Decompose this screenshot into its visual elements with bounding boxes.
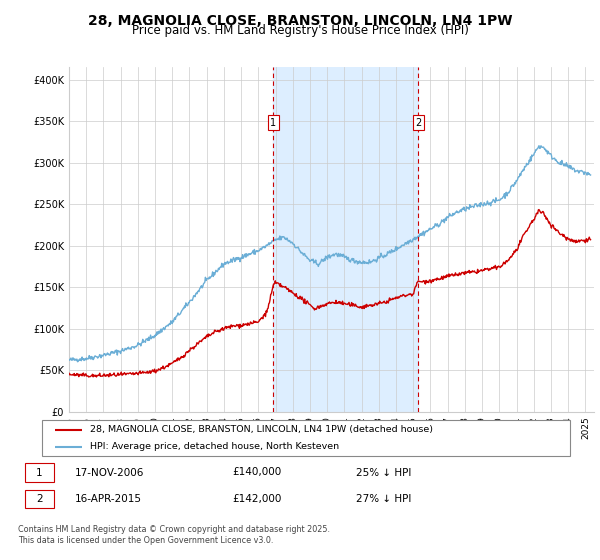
Text: 2: 2 bbox=[415, 118, 421, 128]
Bar bbox=[25, 463, 54, 482]
Text: 28, MAGNOLIA CLOSE, BRANSTON, LINCOLN, LN4 1PW (detached house): 28, MAGNOLIA CLOSE, BRANSTON, LINCOLN, L… bbox=[89, 426, 433, 435]
Text: 2: 2 bbox=[36, 494, 43, 504]
Text: Contains HM Land Registry data © Crown copyright and database right 2025.
This d: Contains HM Land Registry data © Crown c… bbox=[18, 525, 330, 545]
Text: 28, MAGNOLIA CLOSE, BRANSTON, LINCOLN, LN4 1PW: 28, MAGNOLIA CLOSE, BRANSTON, LINCOLN, L… bbox=[88, 14, 512, 28]
Bar bbox=[274, 67, 418, 412]
Bar bbox=[25, 490, 54, 508]
Text: £142,000: £142,000 bbox=[232, 494, 281, 504]
Text: HPI: Average price, detached house, North Kesteven: HPI: Average price, detached house, Nort… bbox=[89, 442, 338, 451]
Text: £140,000: £140,000 bbox=[232, 468, 281, 478]
Text: 1: 1 bbox=[271, 118, 277, 128]
Text: 27% ↓ HPI: 27% ↓ HPI bbox=[356, 494, 412, 504]
Text: Price paid vs. HM Land Registry's House Price Index (HPI): Price paid vs. HM Land Registry's House … bbox=[131, 24, 469, 37]
Text: 17-NOV-2006: 17-NOV-2006 bbox=[74, 468, 144, 478]
Text: 16-APR-2015: 16-APR-2015 bbox=[74, 494, 142, 504]
Text: 25% ↓ HPI: 25% ↓ HPI bbox=[356, 468, 412, 478]
Text: 1: 1 bbox=[36, 468, 43, 478]
